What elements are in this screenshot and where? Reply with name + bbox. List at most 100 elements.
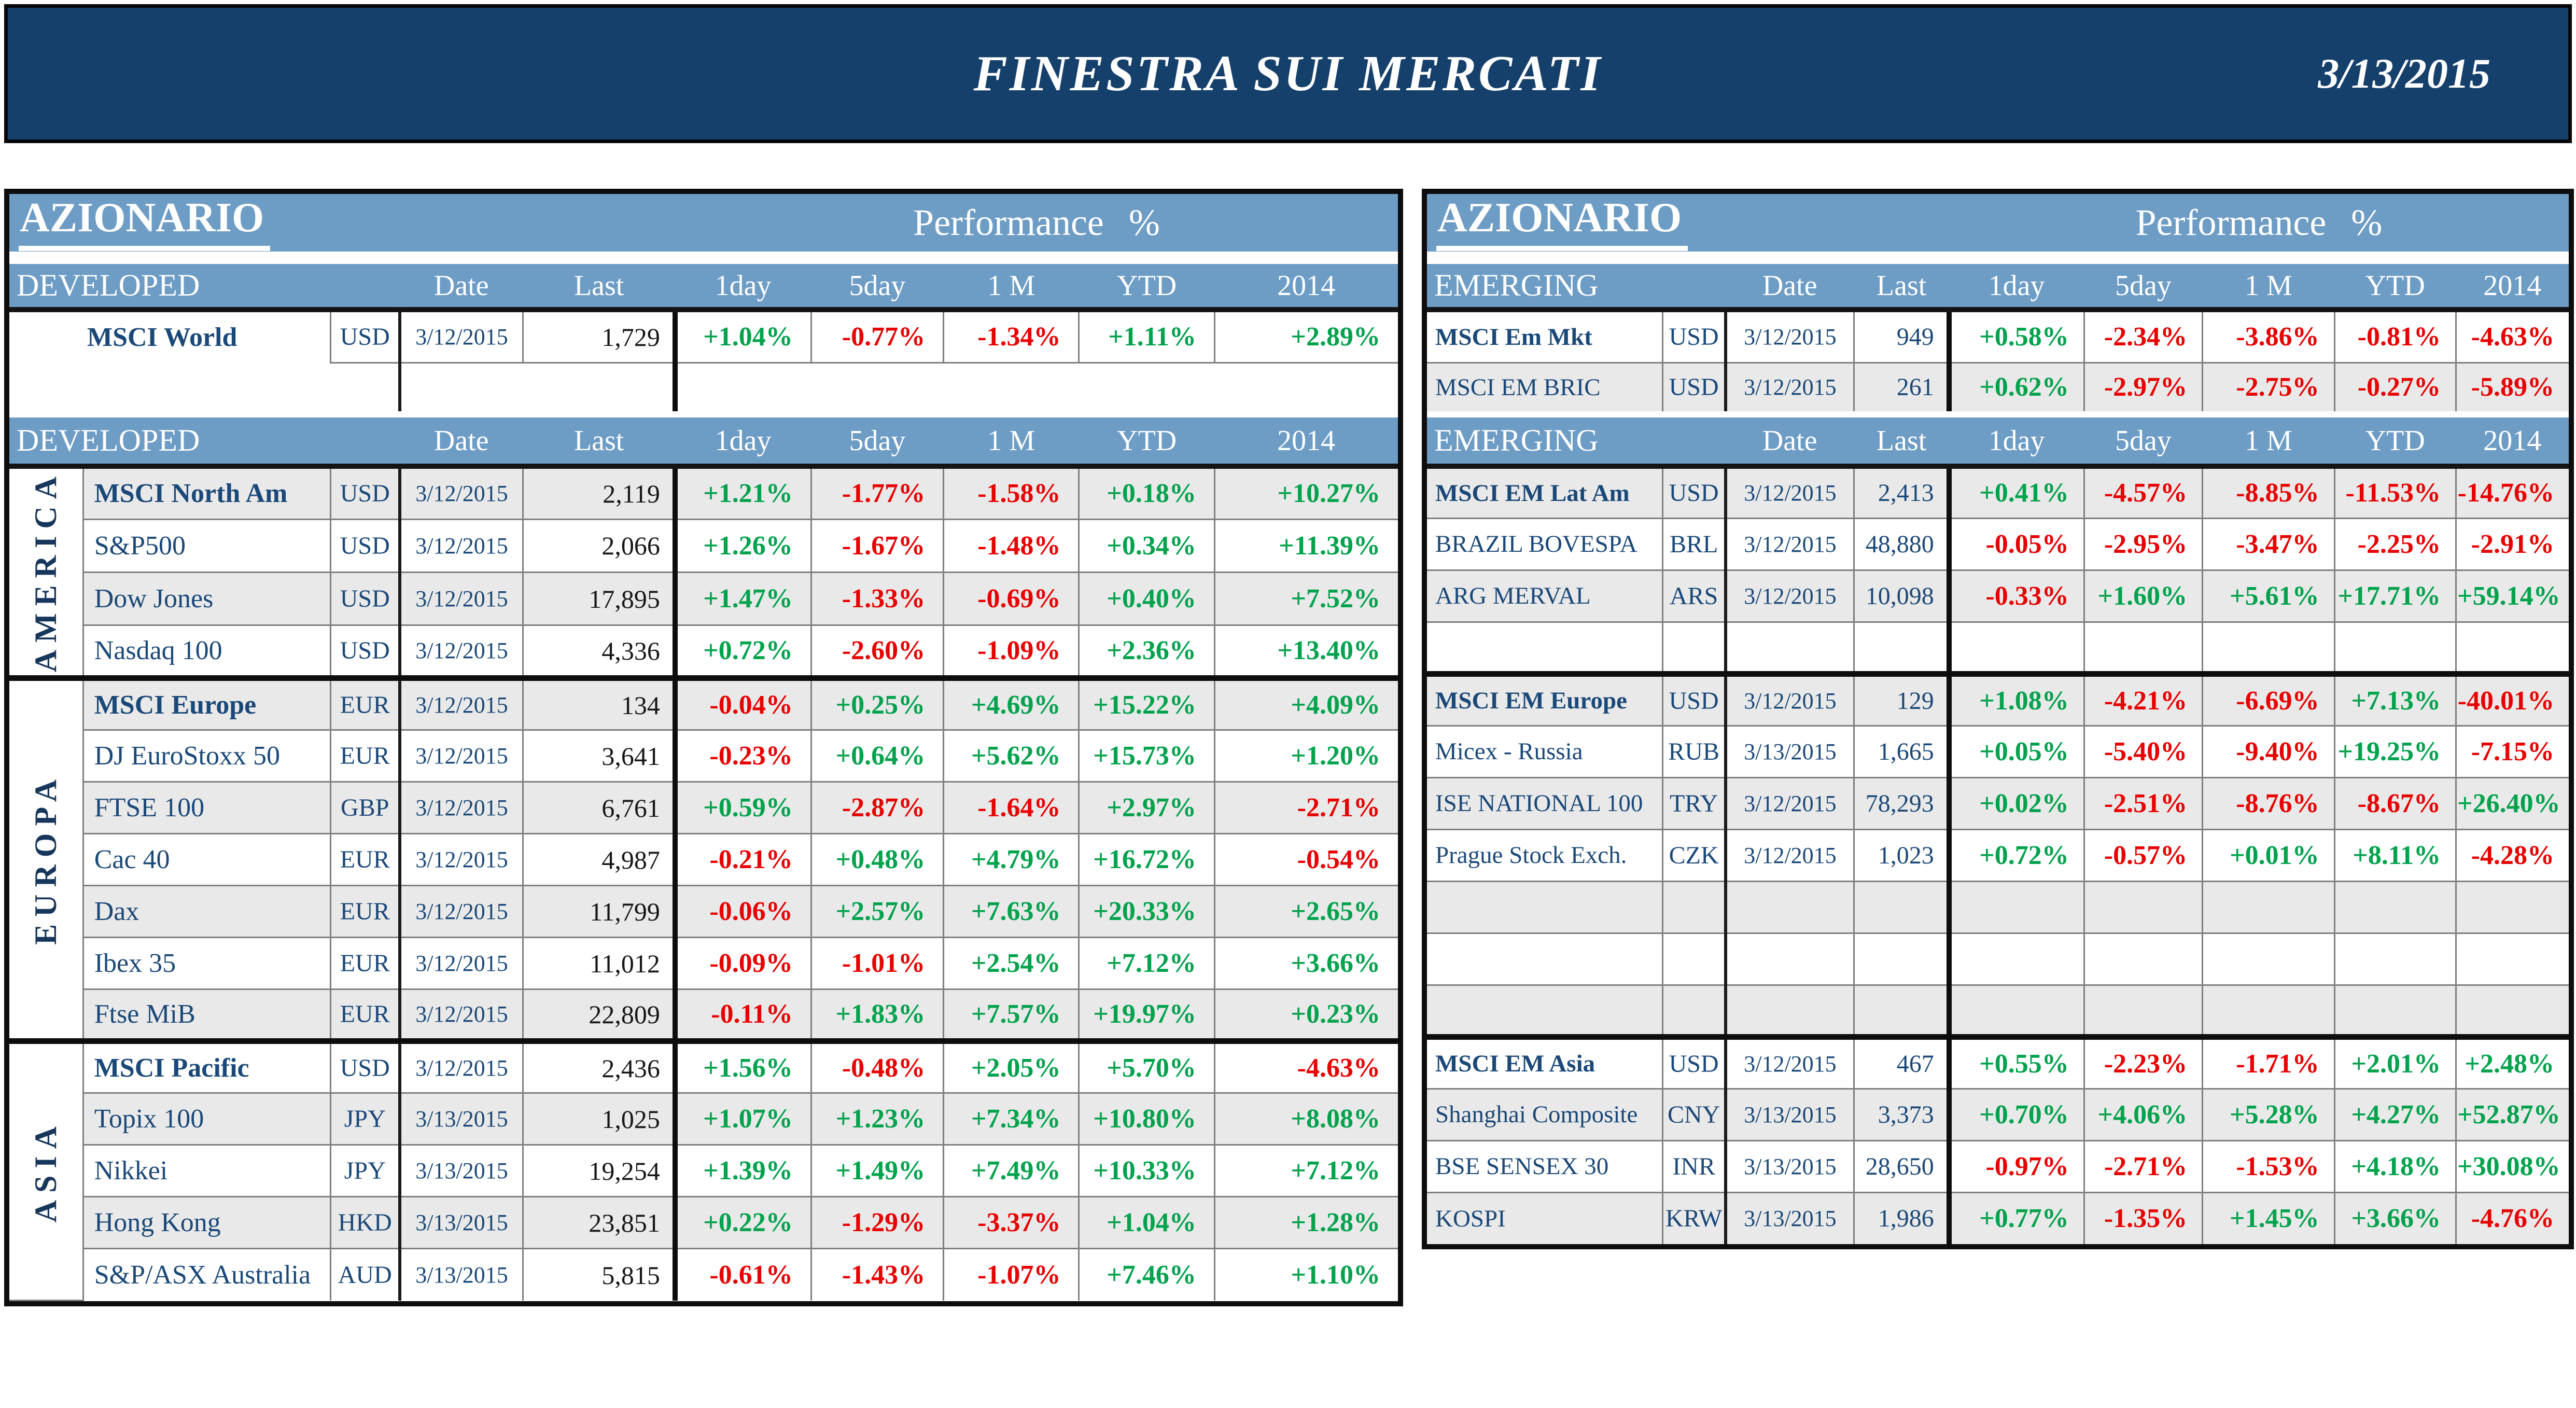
perf-1day: +1.26%: [674, 518, 812, 573]
price-date: 3/12/2015: [398, 571, 524, 626]
perf-5day: -2.34%: [2083, 310, 2204, 364]
col-header-last: Last: [1854, 411, 1949, 469]
table-row: ASIA MSCI Pacific USD 3/12/2015 2,436 +1…: [9, 1040, 1398, 1302]
index-name: MSCI Em Mkt: [1427, 310, 1664, 364]
table-row: KOSPI KRW 3/13/2015 1,986 +0.77% -1.35% …: [1427, 1191, 2569, 1244]
performance-header: Performance %: [1949, 194, 2569, 264]
index-name: MSCI Europe: [82, 677, 332, 731]
currency: USD: [330, 518, 401, 573]
index-name: MSCI World: [9, 310, 332, 363]
azionario-developed-table: AZIONARIO Performance % DEVELOPED Date L…: [4, 189, 1403, 1307]
perf-5day: -2.97%: [2083, 361, 2204, 415]
perf-ytd: +2.36%: [1078, 624, 1215, 681]
col-header-ytd: YTD: [1079, 411, 1215, 469]
table-row: S&P/ASX Australia AUD 3/13/2015 5,815 -0…: [9, 1248, 1398, 1301]
table-row: Prague Stock Exch. CZK 3/12/2015 1,023 +…: [1427, 828, 2569, 882]
last-value: 1,986: [1853, 1191, 1952, 1244]
blank-cell: [1724, 984, 1855, 1040]
blank-cell: [2333, 880, 2457, 934]
perf-5day: -2.51%: [2083, 776, 2204, 830]
perf-1day: -0.06%: [674, 885, 812, 939]
perf-2014: +0.23%: [1213, 988, 1398, 1044]
perf-ytd: -8.67%: [2333, 776, 2457, 830]
currency: AUD: [330, 1248, 401, 1301]
perf-1day: +0.77%: [1948, 1191, 2085, 1244]
currency: CZK: [1662, 828, 1727, 882]
perf-1day: +0.02%: [1948, 776, 2085, 830]
col-header-2014: 2014: [2456, 411, 2569, 469]
currency: INR: [1662, 1139, 1727, 1193]
perf-2014: +26.40%: [2455, 776, 2569, 830]
table-row: MSCI EM Europe USD 3/12/2015 129 +1.08% …: [1427, 673, 2569, 727]
blank-cell: [1427, 932, 1664, 986]
perf-5day: -1.43%: [810, 1248, 945, 1301]
currency: ARS: [1662, 569, 1727, 623]
perf-1m: +7.34%: [943, 1092, 1080, 1146]
index-name: Ibex 35: [83, 937, 332, 991]
blank-cell: [1427, 621, 1664, 677]
blank-cell: [2202, 984, 2335, 1040]
col-header-1day: 1day: [675, 411, 811, 469]
table-row: Micex - Russia RUB 3/13/2015 1,665 +0.05…: [1427, 724, 2569, 778]
perf-1m: +5.61%: [2202, 569, 2335, 623]
col-header-last: Last: [1854, 258, 1949, 312]
price-date: 3/13/2015: [398, 1196, 524, 1250]
table-row: ISE NATIONAL 100 TRY 3/12/2015 78,293 +0…: [1427, 776, 2569, 830]
perf-1m: -1.58%: [943, 465, 1080, 520]
perf-ytd: +19.25%: [2333, 724, 2457, 778]
last-value: 17,895: [522, 571, 678, 626]
col-header-1day: 1day: [1949, 258, 2084, 312]
perf-2014: +59.14%: [2455, 569, 2569, 623]
perf-5day: -1.29%: [810, 1196, 945, 1250]
last-value: 19,254: [522, 1144, 678, 1198]
perf-1day: +0.62%: [1948, 361, 2085, 415]
currency: USD: [330, 310, 401, 364]
price-date: 3/13/2015: [1724, 1191, 1855, 1244]
currency: JPY: [330, 1092, 401, 1146]
perf-ytd: +20.33%: [1078, 885, 1215, 939]
index-name: MSCI Pacific: [82, 1040, 332, 1094]
index-name: MSCI EM Europe: [1427, 673, 1664, 727]
currency: USD: [330, 1040, 401, 1094]
perf-1m: -1.09%: [943, 624, 1080, 681]
currency: USD: [1662, 465, 1727, 519]
index-name: Nasdaq 100: [83, 624, 332, 681]
col-header-2014: 2014: [2456, 258, 2569, 312]
perf-1day: +1.21%: [674, 465, 812, 520]
perf-ytd: +2.97%: [1078, 781, 1215, 835]
last-value: 129: [1853, 673, 1952, 727]
blank-cell: [2333, 984, 2457, 1040]
perf-2014: +52.87%: [2455, 1088, 2569, 1141]
price-date: 3/12/2015: [398, 310, 524, 364]
perf-1m: +5.62%: [943, 729, 1080, 783]
price-date: 3/12/2015: [1724, 569, 1855, 623]
perf-ytd: +10.80%: [1078, 1092, 1215, 1146]
blank-cell: [1853, 932, 1952, 986]
table-row: EUROPA MSCI Europe EUR 3/12/2015 134 -0.…: [9, 677, 1398, 1044]
perf-ytd: +0.18%: [1078, 465, 1215, 520]
table-row: BSE SENSEX 30 INR 3/13/2015 28,650 -0.97…: [1427, 1139, 2569, 1193]
last-value: 1,665: [1853, 724, 1952, 778]
currency: CNY: [1662, 1088, 1727, 1141]
perf-2014: +1.20%: [1213, 729, 1398, 783]
perf-5day: +0.64%: [810, 729, 945, 783]
perf-1day: -0.33%: [1948, 569, 2085, 623]
currency: EUR: [330, 677, 401, 731]
last-value: 949: [1853, 310, 1952, 364]
col-header-1m: 1 M: [2202, 258, 2335, 312]
perf-5day: -1.35%: [2083, 1191, 2204, 1244]
perf-1m: -1.48%: [943, 518, 1080, 573]
region-label-asia: ASIA: [28, 1119, 63, 1223]
report-date: 3/13/2015: [2318, 50, 2490, 97]
blank-cell: [398, 363, 678, 414]
col-header-ytd: YTD: [2334, 258, 2456, 312]
index-name: Ftse MiB: [83, 988, 332, 1044]
perf-1m: -8.76%: [2202, 776, 2335, 830]
blank-cell: [1724, 621, 1855, 677]
perf-1day: +0.72%: [1948, 828, 2085, 882]
perf-1day: +1.08%: [1948, 673, 2085, 727]
perf-2014: -4.76%: [2455, 1191, 2569, 1244]
perf-1day: +0.05%: [1948, 724, 2085, 778]
table-row: FTSE 100 GBP 3/12/2015 6,761 +0.59% -2.8…: [9, 781, 1398, 835]
perf-5day: -1.67%: [810, 518, 945, 573]
